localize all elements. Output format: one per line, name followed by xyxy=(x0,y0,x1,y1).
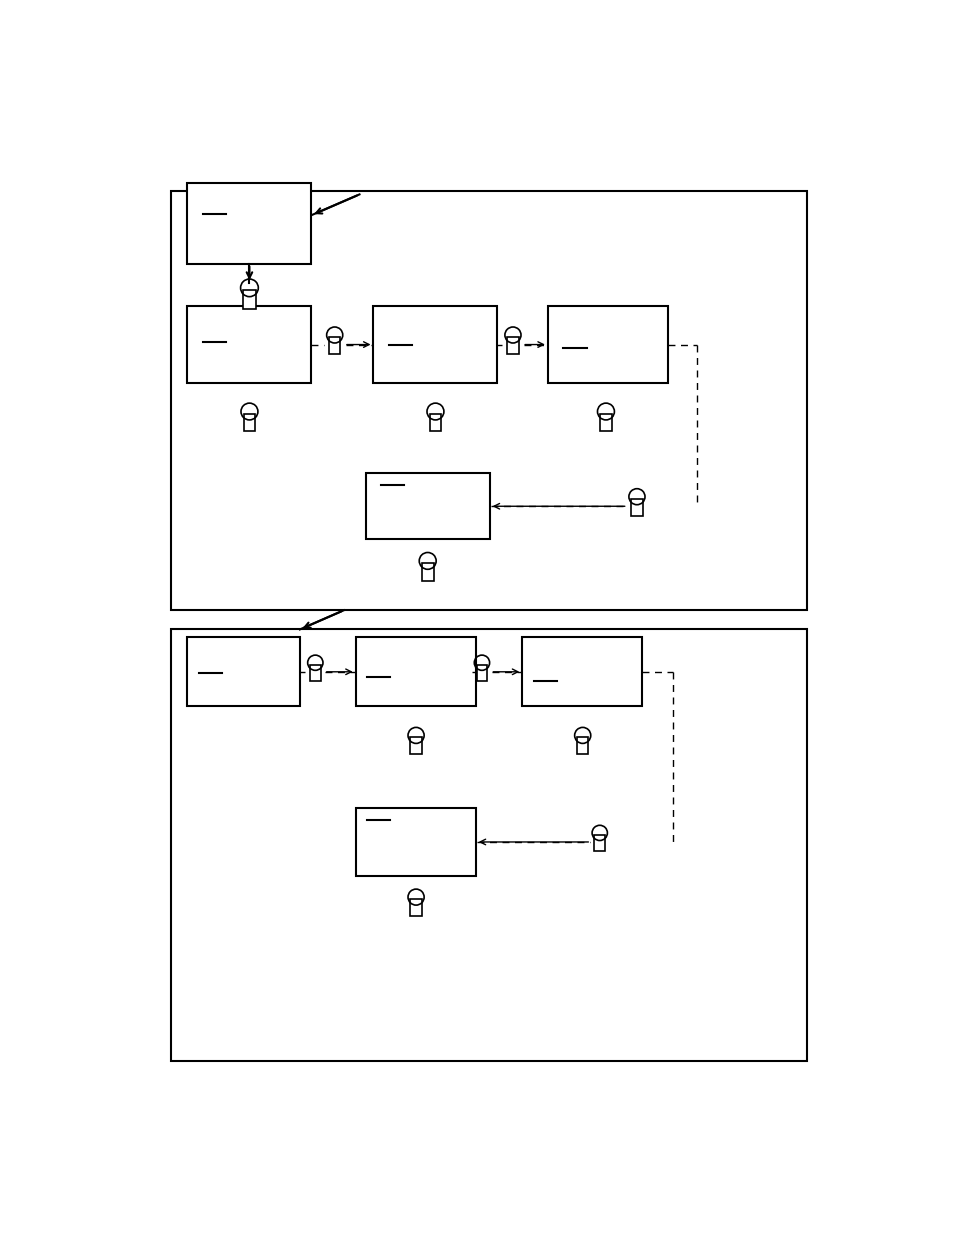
Bar xyxy=(171,190,806,610)
Bar xyxy=(410,899,421,916)
Bar xyxy=(631,499,642,515)
Bar xyxy=(187,637,299,706)
Bar xyxy=(547,306,667,383)
Bar xyxy=(577,737,588,755)
Bar xyxy=(507,337,518,354)
Bar xyxy=(599,414,611,431)
Bar xyxy=(243,414,255,431)
Bar xyxy=(594,835,604,851)
Bar xyxy=(476,664,487,680)
Bar xyxy=(243,290,255,309)
Bar xyxy=(171,630,806,1061)
Bar xyxy=(310,664,320,680)
Bar xyxy=(421,563,433,580)
Bar xyxy=(329,337,340,354)
Bar xyxy=(373,306,497,383)
Bar xyxy=(410,737,421,755)
Bar xyxy=(355,808,476,876)
Bar xyxy=(187,306,311,383)
Bar xyxy=(355,637,476,706)
Bar xyxy=(365,473,489,538)
Bar xyxy=(429,414,441,431)
Bar xyxy=(521,637,641,706)
Bar xyxy=(187,183,311,264)
